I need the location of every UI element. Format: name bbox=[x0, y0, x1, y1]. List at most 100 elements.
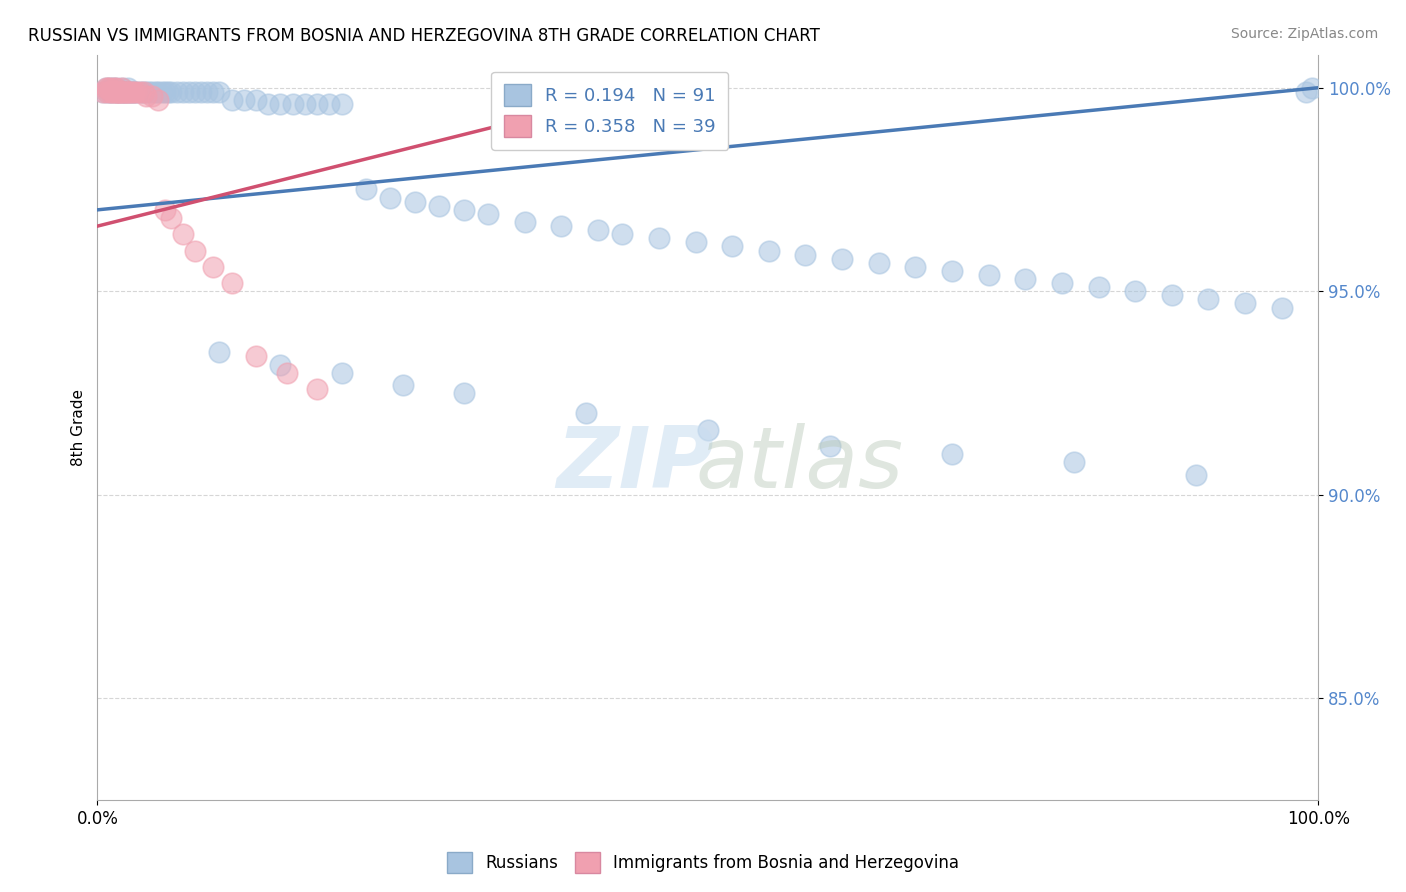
Point bbox=[513, 215, 536, 229]
Point bbox=[104, 85, 127, 99]
Point bbox=[208, 345, 231, 359]
Text: RUSSIAN VS IMMIGRANTS FROM BOSNIA AND HERZEGOVINA 8TH GRADE CORRELATION CHART: RUSSIAN VS IMMIGRANTS FROM BOSNIA AND HE… bbox=[28, 27, 820, 45]
Point bbox=[108, 85, 131, 99]
Point bbox=[135, 88, 157, 103]
Point bbox=[111, 80, 134, 95]
Point bbox=[477, 207, 499, 221]
Point bbox=[111, 85, 134, 99]
Point bbox=[105, 85, 128, 99]
Point bbox=[141, 88, 163, 103]
Point bbox=[98, 80, 121, 95]
Point bbox=[132, 85, 155, 99]
Point bbox=[696, 423, 718, 437]
Y-axis label: 8th Grade: 8th Grade bbox=[72, 389, 86, 467]
Point bbox=[103, 80, 125, 95]
Point bbox=[391, 378, 413, 392]
Point bbox=[148, 85, 170, 99]
Point bbox=[202, 260, 225, 274]
Point bbox=[354, 182, 377, 196]
Point bbox=[114, 85, 136, 99]
Point bbox=[105, 85, 128, 99]
Point bbox=[195, 85, 218, 99]
Point bbox=[125, 85, 148, 99]
Point bbox=[1160, 288, 1182, 302]
Point bbox=[550, 219, 572, 234]
Point bbox=[103, 85, 125, 99]
Point bbox=[257, 97, 280, 112]
Point bbox=[129, 85, 152, 99]
Point bbox=[232, 93, 254, 107]
Point bbox=[1197, 293, 1219, 307]
Point bbox=[101, 85, 124, 99]
Point bbox=[184, 85, 207, 99]
Point bbox=[150, 85, 173, 99]
Point bbox=[1123, 285, 1146, 299]
Point bbox=[276, 366, 298, 380]
Point bbox=[111, 85, 134, 99]
Point bbox=[122, 85, 145, 99]
Point bbox=[110, 85, 132, 99]
Point bbox=[221, 93, 243, 107]
Point bbox=[453, 386, 475, 401]
Point bbox=[1050, 276, 1073, 290]
Point bbox=[103, 80, 125, 95]
Point bbox=[1301, 80, 1323, 95]
Point bbox=[685, 235, 707, 250]
Point bbox=[1185, 467, 1208, 482]
Point bbox=[120, 85, 142, 99]
Point bbox=[977, 268, 1000, 282]
Point bbox=[245, 93, 267, 107]
Point bbox=[190, 85, 212, 99]
Point bbox=[94, 80, 117, 95]
Point bbox=[453, 202, 475, 217]
Point bbox=[117, 80, 139, 95]
Point bbox=[1063, 455, 1085, 469]
Point bbox=[129, 85, 152, 99]
Point bbox=[93, 85, 115, 99]
Text: atlas: atlas bbox=[696, 424, 904, 507]
Point bbox=[307, 382, 329, 396]
Point bbox=[818, 439, 841, 453]
Point bbox=[98, 85, 121, 99]
Point bbox=[330, 97, 353, 112]
Point bbox=[125, 85, 148, 99]
Point bbox=[107, 85, 129, 99]
Point bbox=[98, 85, 121, 99]
Point bbox=[941, 264, 963, 278]
Point bbox=[575, 406, 598, 420]
Point bbox=[184, 244, 207, 258]
Point bbox=[1295, 85, 1317, 99]
Point bbox=[281, 97, 304, 112]
Point bbox=[831, 252, 853, 266]
Point bbox=[586, 223, 609, 237]
Point bbox=[93, 85, 115, 99]
Point bbox=[96, 85, 118, 99]
Point bbox=[245, 350, 267, 364]
Point bbox=[612, 227, 634, 242]
Point bbox=[111, 80, 134, 95]
Point bbox=[159, 211, 181, 225]
Text: ZIP: ZIP bbox=[555, 424, 713, 507]
Point bbox=[135, 85, 157, 99]
Point bbox=[98, 80, 121, 95]
Point bbox=[122, 85, 145, 99]
Point bbox=[114, 85, 136, 99]
Point bbox=[117, 85, 139, 99]
Point bbox=[904, 260, 927, 274]
Point bbox=[94, 80, 117, 95]
Point bbox=[120, 85, 142, 99]
Point bbox=[208, 85, 231, 99]
Point bbox=[1087, 280, 1109, 294]
Point bbox=[121, 85, 143, 99]
Point bbox=[117, 85, 139, 99]
Point bbox=[157, 85, 180, 99]
Point bbox=[269, 358, 291, 372]
Point bbox=[121, 85, 143, 99]
Point bbox=[153, 202, 176, 217]
Point bbox=[177, 85, 200, 99]
Point bbox=[141, 85, 163, 99]
Point bbox=[721, 239, 744, 253]
Point bbox=[104, 80, 127, 95]
Point bbox=[380, 191, 402, 205]
Point bbox=[269, 97, 291, 112]
